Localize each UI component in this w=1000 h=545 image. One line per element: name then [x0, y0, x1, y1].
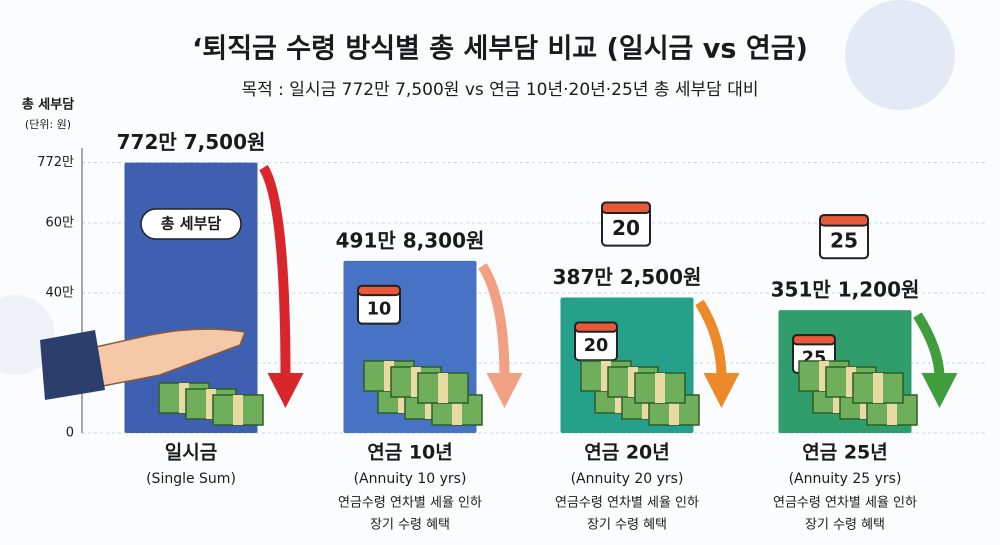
- trend-arrow: [913, 312, 945, 379]
- x-sub-label: (Annuity 25 yrs): [789, 471, 902, 487]
- note-label: 연금수령 연차별 세율 인하: [773, 496, 917, 511]
- calendar-number: 20: [584, 336, 609, 356]
- sleeve: [40, 330, 105, 400]
- calendar-header: [357, 284, 401, 297]
- calendar-header: [601, 201, 651, 215]
- calendar-icon: 10: [357, 284, 401, 325]
- calendar-header: [819, 214, 869, 227]
- money-band: [833, 383, 843, 413]
- x-sub-label: (Annuity 20 yrs): [571, 471, 684, 487]
- hand: [81, 328, 247, 391]
- arrow-head: [486, 373, 523, 408]
- arrow-head: [703, 373, 740, 408]
- money-band: [615, 383, 625, 413]
- chart-title: ‘퇴직금 수령 방식별 총 세부담 비교 (일시금 vs 연금): [192, 34, 808, 65]
- x-sub-label: (Annuity 10 yrs): [354, 471, 467, 487]
- money-band: [438, 373, 448, 403]
- note-label: 장기 수령 혜택: [805, 518, 885, 533]
- value-label: 491만 8,300원: [336, 228, 485, 252]
- arrow-head: [267, 373, 304, 408]
- chart-subtitle: 목적 : 일시금 772만 7,500원 vs 연금 10년·20년·25년 총…: [241, 80, 758, 100]
- y-tick-label: 40만: [45, 286, 74, 301]
- y-axis-unit: (단위: 원): [25, 118, 71, 131]
- money-band: [669, 395, 679, 425]
- note-label: 연금수령 연차별 세율 인하: [555, 496, 699, 511]
- trend-arrow: [259, 164, 291, 379]
- x-tick-label: 연금 10년: [367, 442, 453, 464]
- money-band: [411, 367, 421, 397]
- value-label: 351만 1,200원: [771, 278, 920, 302]
- x-sub-label: (Single Sum): [146, 471, 236, 487]
- y-tick-label: 772만: [37, 155, 74, 170]
- x-tick-label: 연금 20년: [584, 442, 670, 464]
- arrow-head: [921, 373, 958, 408]
- money-band: [655, 373, 665, 403]
- calendar-icon: 25: [819, 214, 869, 260]
- calendar-number: 25: [830, 228, 858, 252]
- money-band: [819, 361, 829, 391]
- y-tick-label: 0: [66, 426, 74, 441]
- money-band: [628, 367, 638, 397]
- calendar-number: 20: [612, 216, 640, 240]
- trend-arrow: [478, 263, 510, 379]
- money-band: [398, 383, 408, 413]
- money-band: [233, 395, 243, 425]
- note-label: 장기 수령 혜택: [370, 518, 450, 533]
- value-label: 387만 2,500원: [553, 265, 702, 289]
- note-label: 장기 수령 혜택: [587, 518, 667, 533]
- x-tick-label: 연금 25년: [802, 442, 888, 464]
- money-band: [206, 389, 216, 419]
- money-band: [887, 395, 897, 425]
- money-band: [846, 367, 856, 397]
- money-band: [384, 361, 394, 391]
- value-label: 772만 7,500원: [117, 130, 266, 154]
- decor-circle: [845, 0, 955, 110]
- calendar-icon: 20: [574, 321, 618, 362]
- money-band: [601, 361, 611, 391]
- calendar-number: 10: [367, 299, 392, 319]
- y-tick-label: 60만: [45, 216, 74, 231]
- decor-circle: [0, 295, 55, 375]
- calendar-icon: 20: [601, 201, 651, 247]
- y-axis-title: 총 세부담: [22, 97, 74, 113]
- note-label: 연금수령 연차별 세율 인하: [338, 496, 482, 511]
- money-band: [452, 395, 462, 425]
- calendar-header: [574, 321, 618, 333]
- money-band: [873, 373, 883, 403]
- calendar-header: [792, 334, 836, 346]
- trend-arrow: [695, 299, 727, 379]
- x-tick-label: 일시금: [165, 442, 217, 464]
- money-band: [860, 389, 870, 419]
- badge-bg: [140, 208, 242, 240]
- money-band: [642, 389, 652, 419]
- badge: 총 세부담: [161, 215, 222, 233]
- money-band: [179, 383, 189, 413]
- money-band: [425, 389, 435, 419]
